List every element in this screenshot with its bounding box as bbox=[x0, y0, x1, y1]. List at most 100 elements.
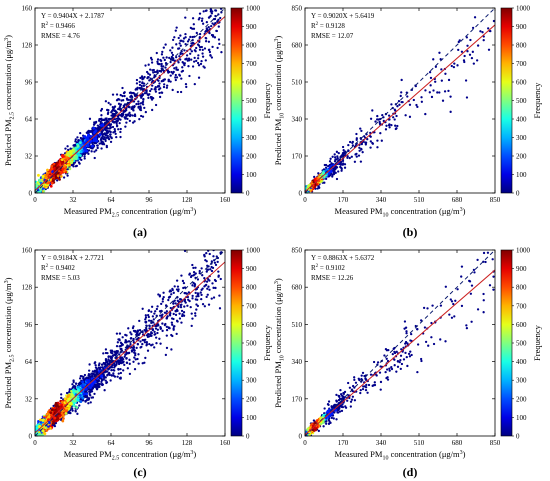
data-point bbox=[175, 66, 178, 69]
data-point bbox=[481, 31, 484, 34]
data-point bbox=[458, 39, 461, 42]
data-point bbox=[101, 142, 104, 146]
data-point bbox=[198, 32, 202, 36]
data-point bbox=[195, 59, 198, 63]
data-point bbox=[184, 16, 187, 19]
data-point bbox=[162, 56, 165, 59]
data-point bbox=[197, 76, 201, 79]
data-point bbox=[207, 40, 211, 43]
data-point bbox=[126, 98, 129, 101]
data-point bbox=[76, 136, 79, 139]
data-point bbox=[374, 120, 377, 123]
y-label-sub: 10 bbox=[280, 113, 286, 119]
data-point bbox=[213, 36, 217, 39]
colorbar-tick-label: 0 bbox=[246, 190, 250, 198]
y-label-sup: 3 bbox=[4, 38, 10, 41]
data-point bbox=[343, 163, 347, 166]
data-point bbox=[351, 144, 355, 147]
density-point bbox=[64, 158, 68, 162]
data-point bbox=[191, 35, 194, 39]
x-label-mid: concentration (μg/m bbox=[119, 206, 191, 216]
data-point bbox=[147, 72, 150, 75]
data-point bbox=[335, 150, 339, 153]
data-point bbox=[141, 100, 145, 103]
y-label-mid: concentration (μg/m bbox=[3, 40, 13, 112]
data-point bbox=[101, 130, 104, 134]
data-point bbox=[447, 89, 450, 93]
data-point bbox=[355, 138, 358, 142]
data-point bbox=[106, 134, 109, 138]
density-point bbox=[74, 157, 78, 161]
data-point bbox=[177, 36, 180, 40]
data-point bbox=[215, 29, 219, 33]
data-point bbox=[200, 60, 203, 63]
data-point bbox=[117, 107, 120, 111]
data-point bbox=[198, 48, 202, 51]
data-point bbox=[375, 118, 379, 121]
density-point bbox=[59, 175, 63, 178]
data-point bbox=[64, 147, 67, 150]
y-tick-label: 160 bbox=[22, 5, 33, 13]
data-point bbox=[71, 409, 74, 412]
data-point bbox=[102, 137, 105, 141]
data-point bbox=[144, 110, 147, 114]
data-point bbox=[142, 84, 146, 88]
data-point bbox=[111, 108, 115, 112]
data-point bbox=[482, 39, 485, 42]
data-point bbox=[101, 135, 104, 138]
data-point bbox=[72, 165, 75, 168]
data-point bbox=[191, 41, 195, 45]
data-point bbox=[156, 62, 159, 65]
data-point bbox=[210, 33, 214, 37]
data-point bbox=[142, 82, 146, 85]
density-point bbox=[52, 162, 56, 166]
data-point bbox=[124, 113, 128, 116]
colorbar-tick-label: 200 bbox=[516, 153, 527, 161]
data-point bbox=[420, 96, 423, 99]
data-point bbox=[400, 100, 403, 104]
data-point bbox=[151, 69, 154, 72]
data-point bbox=[201, 17, 204, 20]
data-point bbox=[165, 86, 169, 89]
data-point bbox=[148, 79, 151, 82]
data-point bbox=[74, 138, 77, 141]
data-point bbox=[328, 160, 332, 163]
data-point bbox=[158, 62, 161, 66]
data-point bbox=[416, 105, 419, 108]
data-point bbox=[183, 63, 186, 67]
data-point bbox=[204, 59, 207, 62]
data-point bbox=[144, 314, 147, 317]
data-point bbox=[385, 124, 388, 127]
data-point bbox=[198, 2, 200, 4]
density-point bbox=[54, 175, 58, 179]
data-point bbox=[195, 31, 198, 35]
data-point bbox=[139, 105, 142, 108]
data-point bbox=[460, 50, 464, 53]
density-point bbox=[38, 194, 41, 197]
data-point bbox=[148, 89, 152, 93]
data-point bbox=[329, 174, 332, 177]
data-point bbox=[100, 107, 104, 111]
data-point bbox=[340, 169, 343, 172]
data-point bbox=[142, 98, 145, 101]
y-label-mid: concentration (μg/m bbox=[273, 41, 283, 113]
density-point bbox=[79, 150, 83, 154]
data-point bbox=[217, 25, 220, 28]
data-point bbox=[141, 115, 145, 118]
data-point bbox=[218, 42, 221, 45]
data-point bbox=[209, 8, 213, 11]
data-point bbox=[150, 87, 153, 91]
data-point bbox=[111, 112, 114, 115]
data-point bbox=[472, 62, 475, 65]
data-point bbox=[103, 128, 107, 131]
data-point bbox=[429, 84, 432, 87]
data-point bbox=[150, 58, 154, 61]
data-point bbox=[162, 85, 166, 89]
data-point bbox=[135, 102, 138, 106]
density-point bbox=[93, 130, 97, 134]
density-point bbox=[75, 155, 78, 158]
data-point bbox=[171, 46, 174, 49]
data-point bbox=[55, 179, 59, 182]
